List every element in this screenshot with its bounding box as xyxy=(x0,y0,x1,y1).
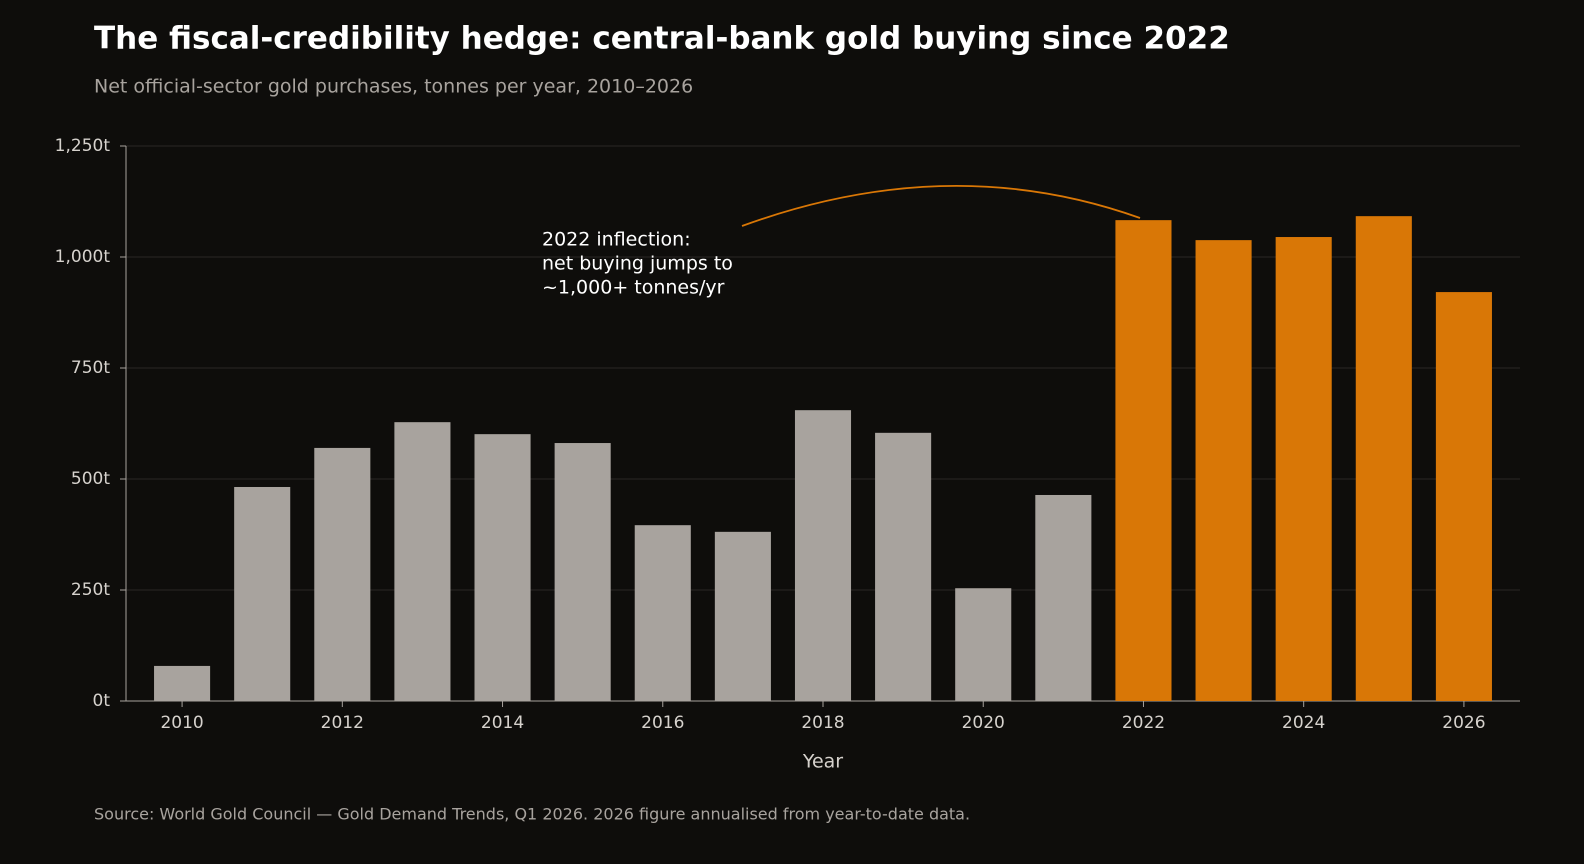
y-tick-label: 500t xyxy=(71,469,110,489)
bar xyxy=(1115,220,1172,701)
bar xyxy=(1035,494,1092,701)
x-tick-label: 2018 xyxy=(801,713,844,733)
bar xyxy=(154,665,211,701)
annotation-text: net buying jumps to xyxy=(542,253,733,275)
x-tick-label: 2020 xyxy=(962,713,1005,733)
bar xyxy=(474,434,531,701)
y-tick-label: 250t xyxy=(71,580,110,600)
bar xyxy=(234,486,291,701)
bar xyxy=(794,410,852,701)
x-tick-label: 2010 xyxy=(160,713,203,733)
bar xyxy=(394,422,451,701)
y-tick-label: 1,000t xyxy=(55,247,111,267)
bar xyxy=(1355,216,1412,702)
annotation-connector xyxy=(741,184,1141,227)
x-axis-label: Year xyxy=(802,751,843,773)
bar xyxy=(955,588,1012,701)
bar xyxy=(314,447,371,701)
x-tick-label: 2012 xyxy=(321,713,364,733)
chart-subtitle: Net official-sector gold purchases, tonn… xyxy=(94,76,693,98)
source-note: Source: World Gold Council — Gold Demand… xyxy=(94,805,970,824)
bar xyxy=(1275,237,1332,701)
bar xyxy=(554,443,611,701)
annotation-text: 2022 inflection: xyxy=(542,229,691,251)
chart-title: The fiscal-credibility hedge: central-ba… xyxy=(94,21,1230,57)
bar xyxy=(1195,240,1252,702)
bar xyxy=(875,432,932,701)
x-tick-label: 2022 xyxy=(1122,713,1165,733)
bar xyxy=(634,525,691,701)
y-tick-label: 750t xyxy=(71,358,110,378)
bar xyxy=(714,531,771,701)
annotation-text: ~1,000+ tonnes/yr xyxy=(542,277,725,299)
x-tick-label: 2016 xyxy=(641,713,684,733)
y-tick-label: 0t xyxy=(93,691,111,711)
bar xyxy=(1435,292,1492,701)
x-tick-label: 2014 xyxy=(481,713,524,733)
x-tick-label: 2024 xyxy=(1282,713,1325,733)
y-tick-label: 1,250t xyxy=(55,136,111,156)
x-tick-label: 2026 xyxy=(1442,713,1485,733)
